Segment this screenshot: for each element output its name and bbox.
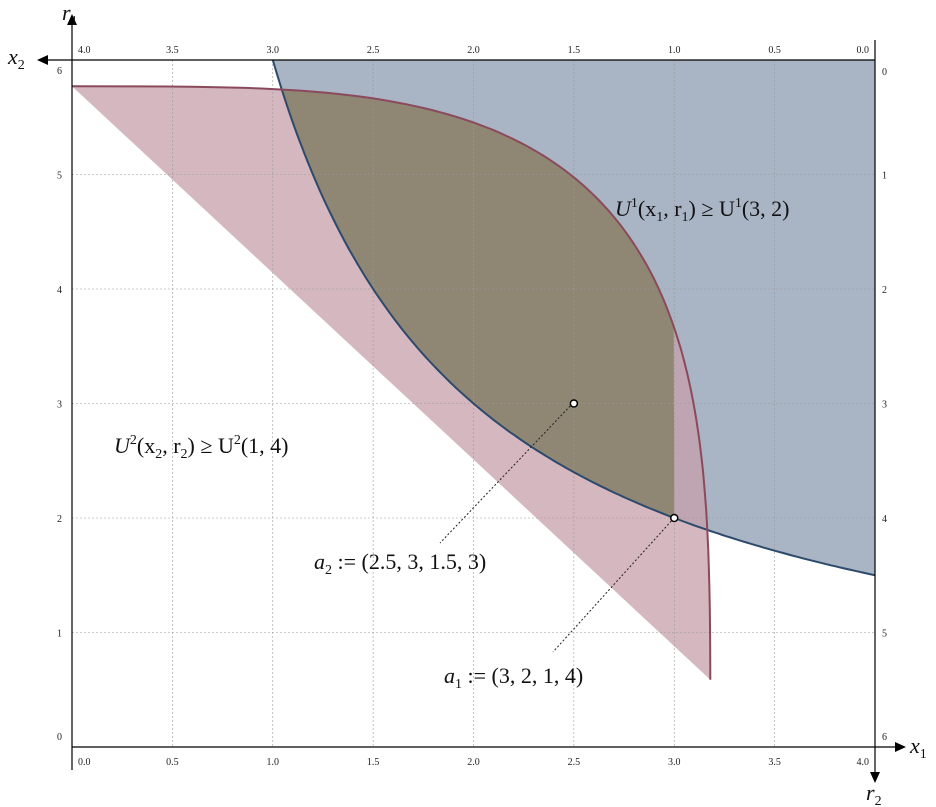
x1-tick-label: 2.0 (467, 757, 480, 768)
x1-tick-labels: 0.0 0.5 1.0 1.5 2.0 2.5 3.0 3.5 4.0 (78, 757, 869, 768)
x2-tick-label: 0.0 (857, 45, 870, 56)
r1-tick-label: 1 (57, 629, 62, 640)
r2-tick-labels: 0 1 2 3 4 5 6 (882, 67, 887, 743)
x2-arrow-icon (37, 55, 48, 65)
r1-tick-label: 3 (57, 400, 62, 411)
x1-tick-label: 3.5 (768, 757, 781, 768)
r1-tick-label: 2 (57, 514, 62, 525)
r2-axis-name: r2 (866, 780, 882, 807)
r1-tick-labels: 0 1 2 3 4 5 6 (57, 66, 62, 743)
r1-tick-label: 5 (57, 171, 62, 182)
x2-tick-label: 3.5 (166, 45, 179, 56)
a1-label: a1 := (3, 2, 1, 4) (444, 663, 583, 692)
x2-tick-label: 1.5 (568, 45, 581, 56)
x2-tick-label: 1.0 (668, 45, 681, 56)
x1-tick-label: 1.5 (367, 757, 380, 768)
r1-axis-name: r1 (62, 0, 78, 29)
x1-tick-label: 3.0 (668, 757, 681, 768)
x2-tick-label: 0.5 (768, 45, 781, 56)
point-a2 (569, 399, 579, 408)
r1-tick-label: 0 (57, 732, 62, 743)
box-frame (48, 25, 895, 772)
x1-axis-name: x1 (909, 733, 927, 762)
x2-tick-label: 2.5 (367, 45, 380, 56)
r1-arrow-icon (67, 14, 77, 25)
indifference-curve-u2 (72, 85, 712, 680)
x1-tick-label: 0.5 (166, 757, 179, 768)
r2-tick-label: 1 (882, 171, 887, 182)
r2-tick-label: 6 (882, 732, 887, 743)
x2-tick-label: 3.0 (267, 45, 280, 56)
r2-tick-label: 4 (882, 514, 887, 525)
r2-tick-label: 5 (882, 629, 887, 640)
x1-tick-label: 0.0 (78, 757, 91, 768)
x1-tick-label: 4.0 (857, 757, 870, 768)
r1-tick-label: 4 (57, 285, 62, 296)
r1-tick-label: 6 (57, 66, 62, 77)
u2-region-label: U2(x2, r2) ≥ U2(1, 4) (114, 433, 289, 462)
point-a1 (670, 513, 679, 523)
x1-tick-label: 1.0 (267, 757, 280, 768)
indifference-curve-u1 (271, 60, 875, 577)
x2-tick-label: 2.0 (467, 45, 480, 56)
a2-label: a2 := (2.5, 3, 1.5, 3) (314, 549, 486, 578)
x2-tick-labels: 4.0 3.5 3.0 2.5 2.0 1.5 1.0 0.5 0.0 (78, 45, 869, 56)
r2-tick-label: 0 (882, 67, 887, 78)
x2-axis-name: x2 (7, 44, 25, 73)
a2-leader-line (439, 402, 574, 544)
x2-tick-label: 4.0 (78, 45, 91, 56)
r2-arrow-icon (870, 772, 880, 783)
r2-tick-label: 2 (882, 285, 887, 296)
x1-tick-label: 2.5 (568, 757, 581, 768)
u1-region-label: U1(x1, r1) ≥ U1(3, 2) (615, 196, 790, 225)
x1-arrow-icon (895, 742, 906, 752)
r2-tick-label: 3 (882, 400, 887, 411)
region-overlap (280, 86, 675, 519)
